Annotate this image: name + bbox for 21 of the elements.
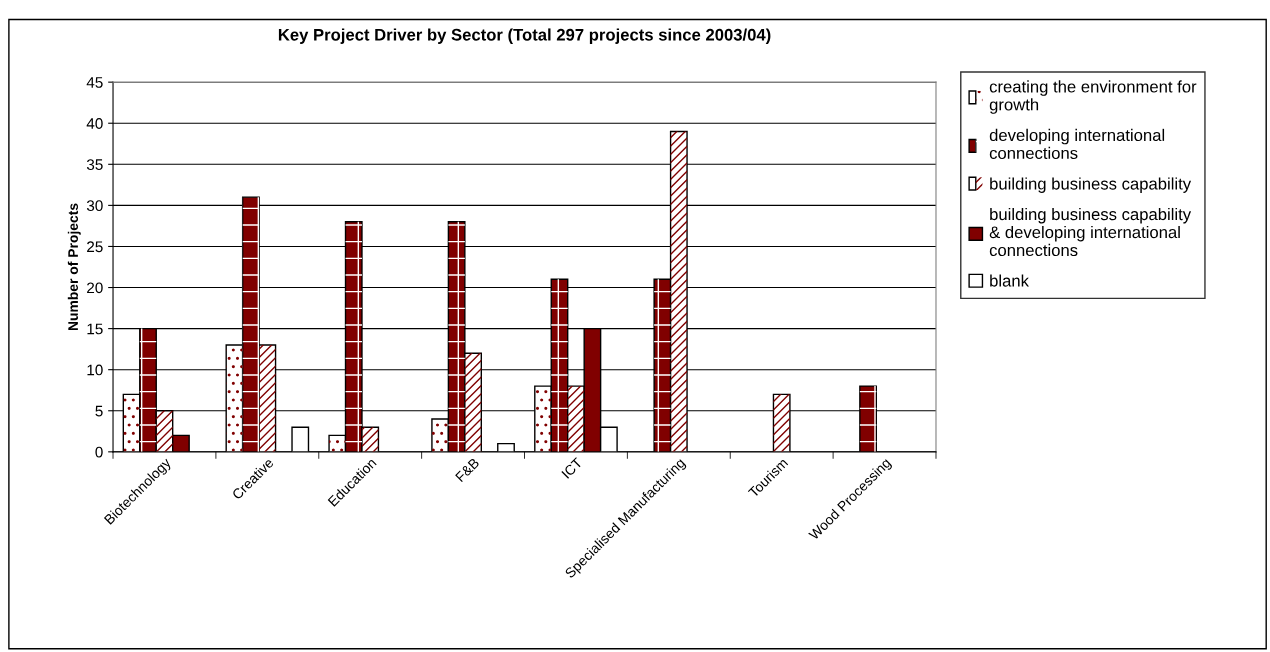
bar: [291, 426, 310, 452]
y-tick-label: 15: [87, 323, 103, 335]
y-tick-label: 20: [87, 282, 103, 294]
y-tick-label: 5: [95, 405, 103, 417]
legend-label: building business capability & developing international connections: [989, 207, 1192, 257]
legend-label: blank: [990, 274, 1029, 287]
y-tick-label: 25: [87, 241, 103, 253]
y-tick-label: 30: [86, 200, 103, 212]
x-tick-label: ICT: [561, 457, 583, 479]
y-axis-title: Number of Projects: [67, 203, 81, 331]
legend-label: creating the environment for growth: [989, 80, 1197, 114]
y-tick-label: 45: [86, 77, 103, 88]
y-tick-label: 0: [95, 446, 103, 458]
y-tick-label: 35: [86, 159, 103, 170]
y-tick-label: 40: [86, 118, 103, 129]
x-tick-label: F&B: [455, 457, 480, 483]
chart-title: Key Project Driver by Sector (Total 297 projects since 2003/04): [278, 28, 771, 44]
y-tick-label: 10: [87, 364, 103, 376]
bar: [497, 442, 515, 452]
legend-label: developing international connections: [989, 128, 1165, 160]
legend-label: building business capability: [990, 177, 1192, 193]
